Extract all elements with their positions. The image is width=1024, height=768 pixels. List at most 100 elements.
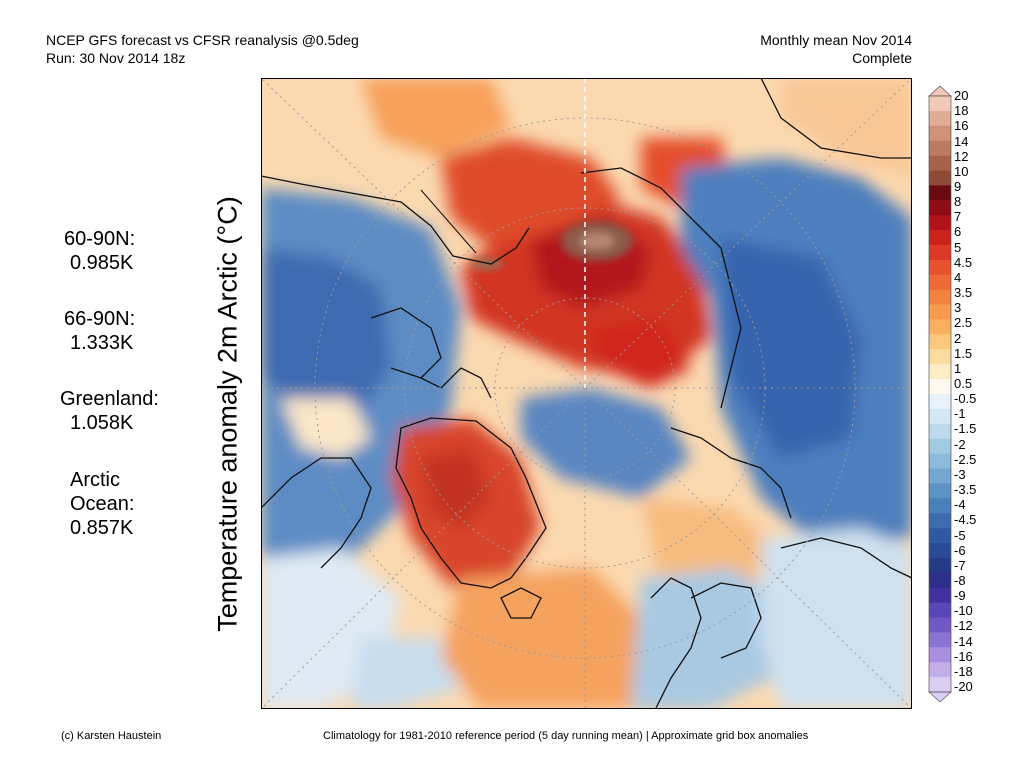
colorbar-swatch: [929, 185, 951, 201]
colorbar-tick-label: 1.5: [954, 345, 973, 361]
colorbar-tick-label: -4.5: [954, 512, 977, 528]
colorbar-tick-label: 4: [954, 269, 962, 285]
colorbar-swatch: [929, 602, 951, 618]
title-line-2: Run: 30 Nov 2014 18z: [46, 50, 186, 66]
colorbar-swatch: [929, 245, 951, 261]
colorbar-tick-label: -0.5: [954, 391, 977, 407]
stat-60-90n-value: 0.985K: [70, 252, 134, 274]
colorbar-tick-label: 1: [954, 360, 962, 376]
colorbar-swatch: [929, 423, 951, 439]
title-line-1: NCEP GFS forecast vs CFSR reanalysis @0.…: [46, 32, 359, 48]
colorbar-swatch: [929, 468, 951, 484]
colorbar-tick-label: -2: [954, 436, 966, 452]
colorbar-tick-label: 8: [954, 194, 962, 210]
stat-66-90n-label: 66-90N:: [64, 308, 136, 330]
colorbar-tick-label: 2: [954, 330, 962, 346]
stat-arctic-value: 0.857K: [70, 517, 134, 539]
colorbar-tick-label: -18: [954, 663, 973, 679]
colorbar-swatch: [929, 528, 951, 544]
colorbar-swatch: [929, 453, 951, 469]
colorbar-tick-label: -6: [954, 542, 966, 558]
colorbar-swatch: [929, 408, 951, 425]
colorbar-swatch: [929, 304, 951, 320]
colorbar-swatch: [929, 677, 951, 693]
colorbar-swatch: [929, 96, 951, 112]
anomaly-map: [261, 78, 912, 709]
colorbar-swatch: [929, 110, 951, 127]
stat-66-90n-value: 1.333K: [70, 332, 134, 354]
colorbar-swatch: [929, 513, 951, 529]
colorbar-tick-label: -4: [954, 497, 966, 513]
colorbar: [928, 86, 952, 702]
stat-66-90n: 66-90N: 1.333K: [64, 307, 135, 355]
colorbar-swatch: [929, 438, 951, 454]
colorbar-swatch: [929, 259, 951, 276]
colorbar-swatch: [929, 349, 951, 365]
colorbar-tick-label: -2.5: [954, 451, 977, 467]
colorbar-swatch: [929, 498, 951, 514]
credit: (c) Karsten Haustein: [61, 730, 162, 742]
colorbar-top-arrow: [928, 86, 952, 97]
colorbar-tick-label: 0.5: [954, 375, 973, 391]
colorbar-swatch: [929, 274, 951, 290]
greenland-coast: [395, 417, 547, 589]
coastlines: [261, 78, 912, 709]
colorbar-swatch: [929, 557, 951, 574]
hotspot-chukchi-core: [579, 232, 615, 250]
colorbar-swatch: [929, 140, 951, 156]
iceland-coast: [500, 587, 542, 619]
colorbar-swatch: [929, 125, 951, 141]
colorbar-swatch: [929, 215, 951, 231]
period-block: Monthly mean Nov 2014 Complete: [760, 31, 912, 67]
boundary-line: [420, 189, 477, 254]
colorbar-swatch: [929, 632, 951, 648]
colorbar-swatch: [929, 289, 951, 305]
colorbar-tick-label: -3: [954, 466, 966, 482]
colorbar-swatch: [929, 155, 951, 171]
colorbar-tick-label: -14: [954, 633, 973, 649]
y-axis-label: Temperature anomaly 2m Arctic (°C): [212, 196, 243, 632]
map-frame: [261, 78, 912, 709]
colorbar-tick-label: -1: [954, 406, 966, 422]
colorbar-frame: [928, 95, 952, 693]
colorbar-tick-label: 10: [954, 163, 969, 179]
colorbar-tick-label: -3.5: [954, 482, 977, 497]
stat-greenland-value: 1.058K: [70, 412, 134, 434]
title-block: NCEP GFS forecast vs CFSR reanalysis @0.…: [46, 31, 359, 67]
anomaly-field: [261, 78, 912, 709]
stat-60-90n: 60-90N: 0.985K: [64, 227, 135, 275]
colorbar-swatch: [929, 200, 951, 216]
colorbar-tick-label: 9: [954, 178, 962, 194]
stat-greenland: Greenland: 1.058K: [60, 387, 159, 435]
colorbar-tick-label: -8: [954, 572, 966, 588]
colorbar-swatch: [929, 170, 951, 186]
stat-arctic-label-1: Arctic: [70, 469, 120, 491]
colorbar-tick-label: 4.5: [954, 254, 973, 270]
colorbar-swatch: [929, 230, 951, 246]
colorbar-tick-label: 3.5: [954, 285, 973, 300]
colorbar-tick-label: 20: [954, 88, 969, 103]
colorbar-tick-label: 18: [954, 103, 969, 119]
colorbar-swatch: [929, 379, 951, 395]
footer-note: Climatology for 1981-2010 reference peri…: [323, 730, 809, 742]
colorbar-tick-label: -5: [954, 527, 966, 543]
colorbar-tick-label: 16: [954, 118, 969, 134]
graticule: [261, 78, 912, 709]
colorbar-tick-label: 12: [954, 148, 969, 164]
colorbar-tick-label: 2.5: [954, 315, 973, 331]
colorbar-swatch: [929, 647, 951, 663]
colorbar-tick-label: -16: [954, 648, 973, 664]
colorbar-tick-label: 14: [954, 133, 969, 149]
stat-60-90n-label: 60-90N:: [64, 228, 136, 250]
colorbar-swatch: [929, 483, 951, 499]
colorbar-swatch: [929, 587, 951, 603]
colorbar-tick-label: -12: [954, 618, 973, 634]
stat-greenland-label: Greenland:: [60, 388, 159, 410]
colorbar-swatch: [929, 617, 951, 633]
colorbar-tick-label: 6: [954, 224, 962, 240]
period-line-2: Complete: [852, 50, 912, 66]
colorbar-tick-label: -10: [954, 603, 973, 619]
colorbar-tick-label: 3: [954, 300, 962, 316]
colorbar-tick-label: -20: [954, 679, 973, 694]
colorbar-tick-label: -1.5: [954, 421, 977, 437]
